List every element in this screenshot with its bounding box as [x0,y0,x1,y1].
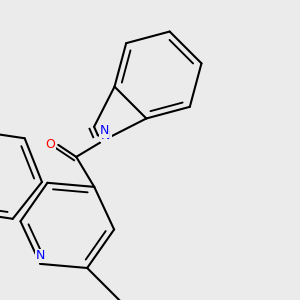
Text: N: N [36,249,45,262]
Text: N: N [101,129,110,142]
Text: N: N [99,124,109,137]
Text: O: O [45,138,55,152]
Text: N: N [102,132,111,146]
